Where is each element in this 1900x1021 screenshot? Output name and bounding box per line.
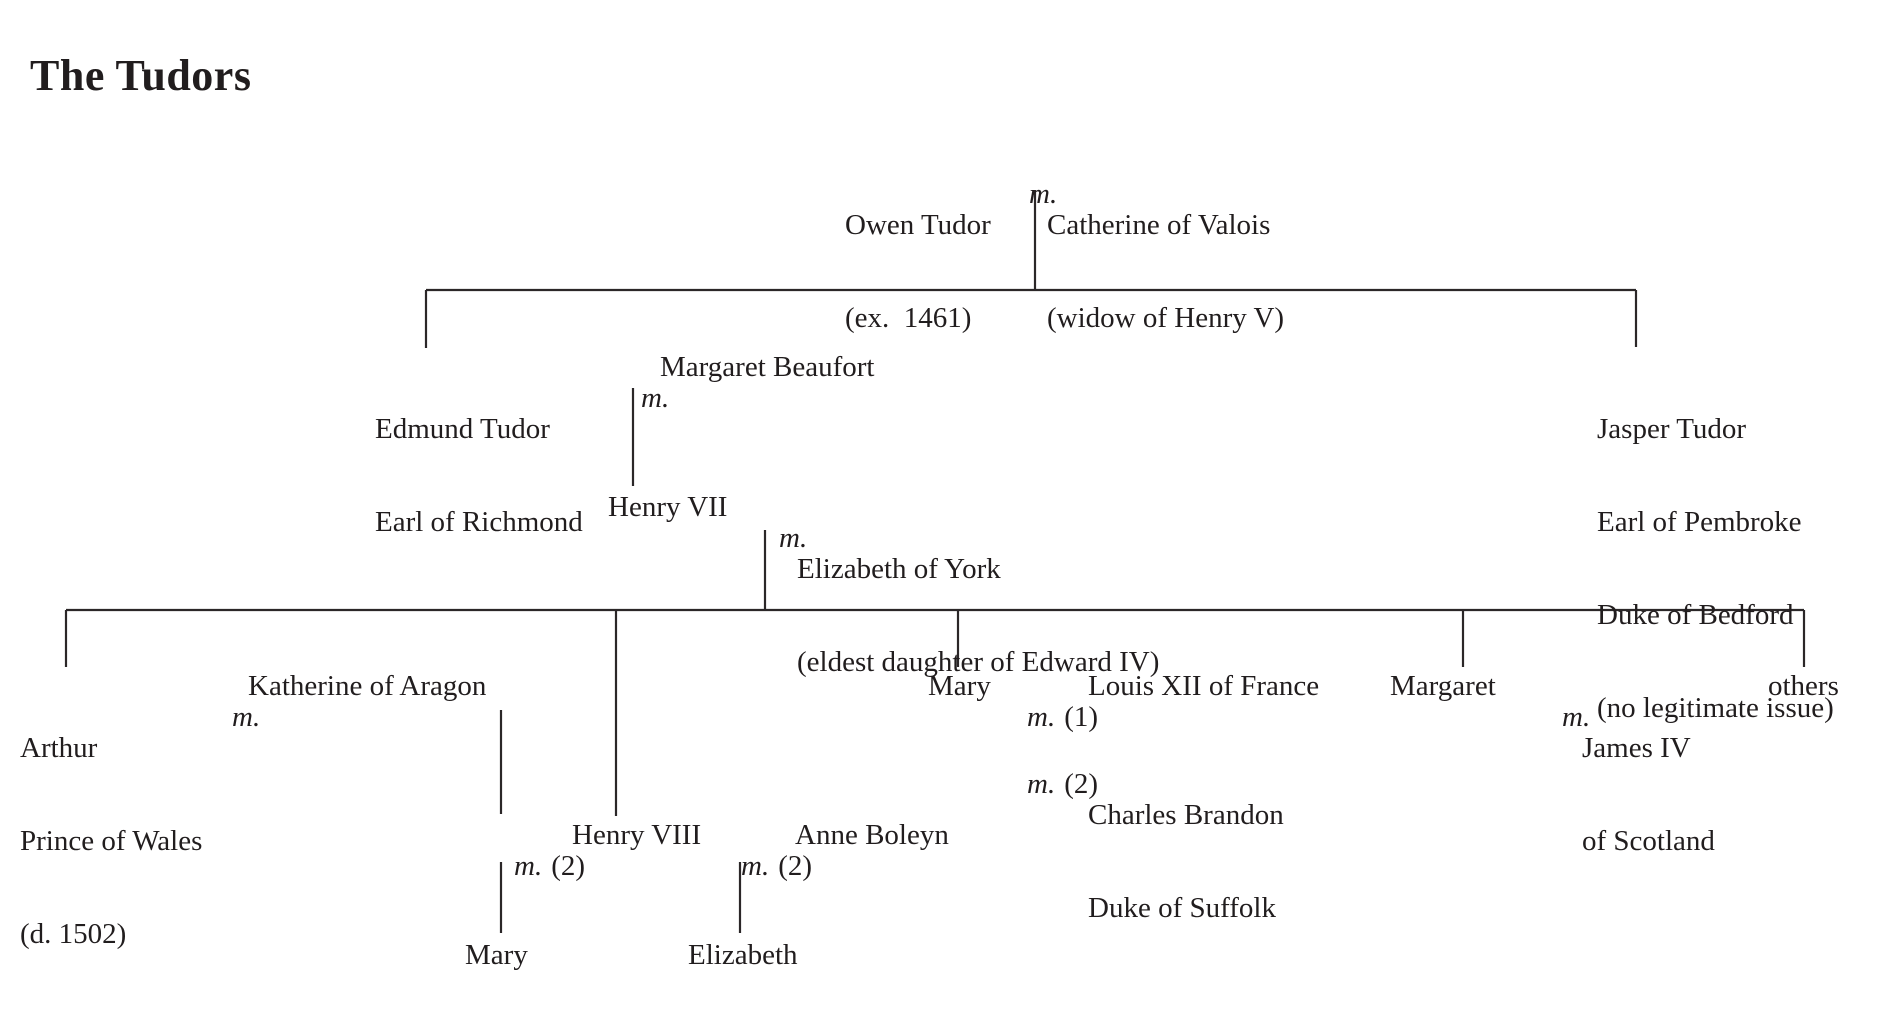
person-edmund-tudor: Edmund Tudor Earl of Richmond <box>375 352 583 600</box>
marriage-number: (1) <box>1064 701 1099 733</box>
marriage-label-henry8-anne: m. (2) <box>712 820 812 913</box>
person-anne-boleyn: Anne Boleyn <box>795 819 949 851</box>
person-henry-viii: Henry VIII <box>572 819 702 851</box>
marriage-m: m. <box>514 850 543 882</box>
person-name: Charles Brandon <box>1088 799 1284 831</box>
person-henry-vii: Henry VII <box>608 491 728 523</box>
person-title: Prince of Wales <box>20 825 203 857</box>
person-title: Earl of Richmond <box>375 506 583 538</box>
marriage-label-edmund: m. <box>612 352 669 445</box>
marriage-m: m. <box>1029 178 1058 210</box>
person-name: Elizabeth of York <box>797 553 1001 585</box>
marriage-number: (2) <box>778 850 813 882</box>
person-elizabeth-i: Elizabeth <box>688 939 798 971</box>
marriage-label-henry8-katherine: m. (2) <box>485 820 585 913</box>
person-title: Duke of Bedford <box>1597 599 1794 631</box>
person-name: Owen Tudor <box>845 209 991 241</box>
person-name: Edmund Tudor <box>375 413 550 445</box>
person-name: Jasper Tudor <box>1597 413 1747 445</box>
label-others: others <box>1768 670 1839 702</box>
person-title: of Scotland <box>1582 825 1715 857</box>
person-note: (no legitimate issue) <box>1597 692 1834 724</box>
marriage-label-arthur: m. <box>203 671 260 764</box>
person-arthur: Arthur Prince of Wales (d. 1502) <box>20 671 202 1012</box>
person-elizabeth-of-york: Elizabeth of York (eldest daughter of Ed… <box>797 492 1159 740</box>
person-mary-i: Mary <box>465 939 528 971</box>
marriage-label-margaret: m. <box>1533 671 1590 764</box>
person-note: (widow of Henry V) <box>1047 302 1285 334</box>
person-name: Arthur <box>20 732 98 764</box>
marriage-label-mary-2: m. (2) <box>998 738 1098 831</box>
marriage-m: m. <box>641 382 670 414</box>
marriage-label-henry7: m. <box>750 492 807 585</box>
marriage-m: m. <box>1027 768 1056 800</box>
marriage-m: m. <box>1027 701 1056 733</box>
marriage-m: m. <box>779 522 808 554</box>
person-owen-tudor: Owen Tudor (ex. 1461) <box>845 148 991 396</box>
person-margaret-beaufort: Margaret Beaufort <box>660 351 875 383</box>
marriage-number: (2) <box>1064 768 1099 800</box>
marriage-number: (2) <box>551 850 586 882</box>
marriage-m: m. <box>741 850 770 882</box>
person-note: (d. 1502) <box>20 918 127 950</box>
person-louis-xii: Louis XII of France <box>1088 670 1320 702</box>
person-name: Catherine of Valois <box>1047 209 1271 241</box>
person-name: James IV <box>1582 732 1691 764</box>
person-katherine-of-aragon: Katherine of Aragon <box>248 670 487 702</box>
page-title: The Tudors <box>30 51 252 100</box>
person-title: Duke of Suffolk <box>1088 892 1276 924</box>
marriage-m: m. <box>1562 701 1591 733</box>
person-note: (ex. 1461) <box>845 302 972 334</box>
person-jasper-tudor: Jasper Tudor Earl of Pembroke Duke of Be… <box>1597 352 1834 786</box>
marriage-label-mary-1: m. (1) <box>998 671 1098 764</box>
person-mary-tudor: Mary <box>928 670 991 702</box>
person-note: (eldest daughter of Edward IV) <box>797 646 1160 678</box>
person-title: Earl of Pembroke <box>1597 506 1802 538</box>
person-charles-brandon: Charles Brandon Duke of Suffolk <box>1088 738 1284 986</box>
marriage-m: m. <box>232 701 261 733</box>
person-margaret-tudor: Margaret <box>1390 670 1496 702</box>
marriage-label-owen: m. <box>1000 148 1057 241</box>
person-catherine-of-valois: Catherine of Valois (widow of Henry V) <box>1047 148 1284 396</box>
person-james-iv: James IV of Scotland <box>1582 671 1715 919</box>
